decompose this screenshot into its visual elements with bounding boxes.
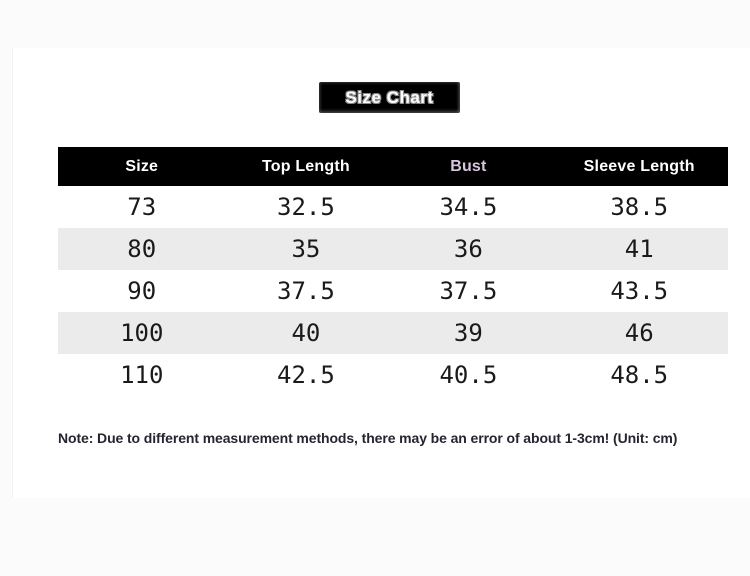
table-row: 90 37.5 37.5 43.5 xyxy=(58,270,728,312)
cell-bust: 34.5 xyxy=(439,193,498,221)
cell-top-length: 42.5 xyxy=(277,361,335,389)
cell-size: 110 xyxy=(120,361,164,389)
cell-size: 80 xyxy=(127,235,157,263)
header-cell-top-length: Top Length xyxy=(225,147,387,186)
size-chart-title-badge: Size Chart xyxy=(319,82,460,113)
table-row: 110 42.5 40.5 48.5 xyxy=(58,354,728,396)
cell-bust: 36 xyxy=(453,235,483,263)
header-cell-bust: Bust xyxy=(386,147,551,186)
header-cell-size: Size xyxy=(58,147,226,186)
cell-sleeve-length: 43.5 xyxy=(610,277,669,305)
cell-sleeve-length: 41 xyxy=(624,235,654,263)
cell-size: 100 xyxy=(120,319,164,347)
cell-size: 90 xyxy=(127,277,157,305)
cell-size: 73 xyxy=(127,193,157,221)
cell-sleeve-length: 46 xyxy=(624,319,654,347)
cell-bust: 39 xyxy=(453,319,483,347)
cell-bust: 37.5 xyxy=(439,277,498,305)
cell-top-length: 37.5 xyxy=(277,277,335,305)
table-row: 80 35 36 41 xyxy=(58,228,728,270)
size-chart-card: Size Chart Size Top Length Bust Sleeve L… xyxy=(12,48,750,498)
cell-sleeve-length: 38.5 xyxy=(610,193,669,221)
table-header-row: Size Top Length Bust Sleeve Length xyxy=(58,147,728,186)
cell-top-length: 32.5 xyxy=(277,193,335,221)
size-table: Size Top Length Bust Sleeve Length 73 32… xyxy=(58,147,728,396)
size-chart-title: Size Chart xyxy=(345,87,434,107)
cell-top-length: 40 xyxy=(291,319,321,347)
measurement-note: Note: Due to different measurement metho… xyxy=(58,430,678,446)
cell-sleeve-length: 48.5 xyxy=(610,361,669,389)
table-row: 73 32.5 34.5 38.5 xyxy=(58,186,728,228)
table-row: 100 40 39 46 xyxy=(58,312,728,354)
cell-bust: 40.5 xyxy=(439,361,498,389)
cell-top-length: 35 xyxy=(291,235,321,263)
header-cell-sleeve-length: Sleeve Length xyxy=(550,147,728,186)
